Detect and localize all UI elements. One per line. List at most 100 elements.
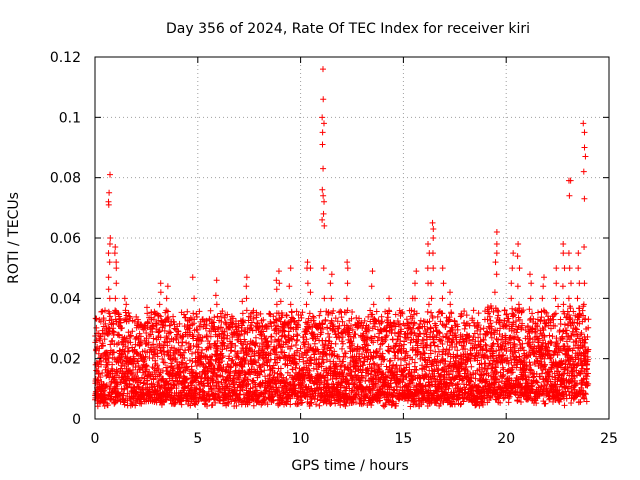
- data-point: [108, 338, 115, 345]
- data-point: [111, 349, 118, 356]
- data-point: [182, 314, 189, 321]
- data-point: [181, 323, 188, 330]
- data-point: [339, 345, 346, 352]
- data-point: [180, 369, 187, 376]
- data-point: [98, 361, 105, 368]
- data-point: [203, 332, 210, 339]
- data-point: [178, 401, 185, 408]
- data-point: [232, 362, 239, 369]
- data-point: [175, 339, 182, 346]
- data-point: [111, 329, 118, 336]
- data-point: [434, 313, 441, 320]
- data-point: [124, 345, 131, 352]
- data-point: [184, 308, 191, 315]
- data-point: [148, 309, 155, 316]
- data-point: [126, 380, 133, 387]
- data-point: [190, 342, 197, 349]
- data-point: [104, 402, 111, 409]
- data-point: [178, 342, 185, 349]
- data-point: [193, 310, 200, 317]
- data-point: [196, 308, 203, 315]
- data-point: [181, 354, 188, 361]
- data-point: [392, 311, 399, 318]
- data-point: [180, 311, 187, 318]
- data-point: [489, 361, 496, 368]
- data-point: [93, 315, 100, 322]
- chart-title: Day 356 of 2024, Rate Of TEC Index for r…: [166, 21, 530, 37]
- data-point: [125, 329, 132, 336]
- data-point: [212, 399, 219, 406]
- data-point: [183, 339, 190, 346]
- data-point: [463, 312, 470, 319]
- data-point: [108, 380, 115, 387]
- data-point: [199, 346, 206, 353]
- data-point: [430, 339, 437, 346]
- data-point: [166, 328, 173, 335]
- data-point: [127, 339, 134, 346]
- data-point: [157, 397, 164, 404]
- data-point: [294, 332, 301, 339]
- data-point: [446, 346, 453, 353]
- data-point: [257, 310, 264, 317]
- data-point: [124, 390, 131, 397]
- data-point: [103, 381, 110, 388]
- data-point: [197, 354, 204, 361]
- data-point: [204, 403, 211, 410]
- data-point: [232, 318, 239, 325]
- data-point: [188, 382, 195, 389]
- data-point: [149, 328, 156, 335]
- data-point: [95, 330, 102, 337]
- data-point: [99, 342, 106, 349]
- data-point: [171, 345, 178, 352]
- data-point: [221, 314, 228, 321]
- data-point: [155, 365, 162, 372]
- data-point: [228, 363, 235, 370]
- data-point: [248, 353, 255, 360]
- data-point: [378, 313, 385, 320]
- data-point: [411, 359, 418, 366]
- data-points: [92, 66, 592, 410]
- data-point: [202, 325, 209, 332]
- data-point: [224, 342, 231, 349]
- data-point: [167, 329, 174, 336]
- data-point: [93, 347, 100, 354]
- data-point: [164, 342, 171, 349]
- data-point: [163, 395, 170, 402]
- data-point: [207, 333, 214, 340]
- data-point: [325, 330, 332, 337]
- data-point: [220, 353, 227, 360]
- data-point: [232, 342, 239, 349]
- data-point: [293, 337, 300, 344]
- data-point: [227, 368, 234, 375]
- data-point: [135, 358, 142, 365]
- data-point: [195, 344, 202, 351]
- data-point: [228, 344, 235, 351]
- data-point: [132, 402, 139, 409]
- data-point: [206, 396, 213, 403]
- data-point: [168, 385, 175, 392]
- data-point: [102, 307, 109, 314]
- data-point: [391, 330, 398, 337]
- data-point: [115, 359, 122, 366]
- data-point: [100, 388, 107, 395]
- data-point: [105, 359, 112, 366]
- data-point: [561, 402, 568, 409]
- data-point: [202, 364, 209, 371]
- data-point: [158, 401, 165, 408]
- data-point: [287, 401, 294, 408]
- data-point: [162, 319, 169, 326]
- data-point: [428, 309, 435, 316]
- data-point: [211, 314, 218, 321]
- data-point: [95, 370, 102, 377]
- data-point: [563, 327, 570, 334]
- data-point: [118, 324, 125, 331]
- data-point: [200, 388, 207, 395]
- data-point: [166, 322, 173, 329]
- data-point: [431, 342, 438, 349]
- data-point: [132, 364, 139, 371]
- data-point: [550, 316, 557, 323]
- data-point: [154, 362, 161, 369]
- data-point: [121, 401, 128, 408]
- data-point: [420, 318, 427, 325]
- data-point: [239, 386, 246, 393]
